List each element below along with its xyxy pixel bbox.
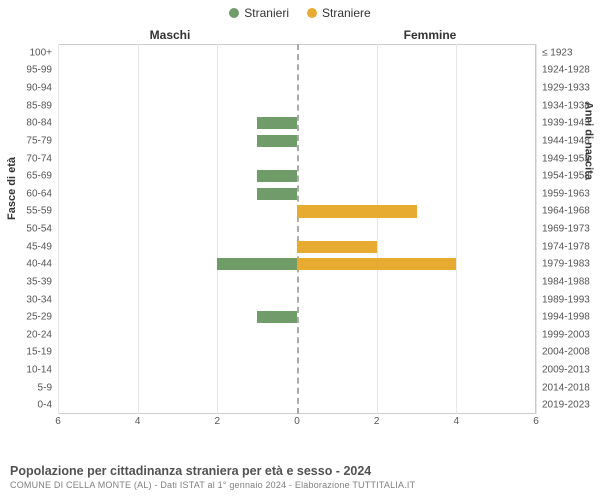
x-tick: 6 [533,416,539,427]
birth-year-label: 1964-1968 [536,206,590,217]
age-row: 85-891934-1938 [58,97,536,115]
birth-year-label: 1954-1958 [536,171,590,182]
age-label: 15-19 [26,347,58,358]
age-row: 50-541969-1973 [58,220,536,238]
birth-year-label: 1939-1943 [536,118,590,129]
age-row: 75-791944-1948 [58,132,536,150]
x-tick: 4 [454,416,460,427]
bar-female [297,241,377,253]
bar-female [297,258,456,270]
legend-label-female: Straniere [322,6,371,20]
birth-year-label: 1924-1928 [536,65,590,76]
age-label: 10-14 [26,365,58,376]
age-row: 45-491974-1978 [58,238,536,256]
age-label: 50-54 [26,224,58,235]
age-row: 0-42019-2023 [58,397,536,415]
chart-container: Stranieri Straniere Maschi Femmine Fasce… [0,0,600,500]
x-tick: 6 [55,416,61,427]
age-label: 40-44 [26,259,58,270]
bar-male [257,311,297,323]
age-label: 25-29 [26,312,58,323]
birth-year-label: ≤ 1923 [536,47,573,58]
column-headers: Maschi Femmine [0,28,600,42]
bar-male [217,258,297,270]
age-label: 35-39 [26,276,58,287]
title-sub: COMUNE DI CELLA MONTE (AL) - Dati ISTAT … [10,480,590,490]
age-label: 5-9 [38,382,58,393]
legend-dot-female [307,8,317,18]
birth-year-label: 1999-2003 [536,329,590,340]
age-row: 90-941929-1933 [58,79,536,97]
age-label: 95-99 [26,65,58,76]
bar-female [297,205,417,217]
birth-year-label: 1969-1973 [536,224,590,235]
age-row: 70-741949-1953 [58,150,536,168]
age-label: 30-34 [26,294,58,305]
age-label: 100+ [29,47,58,58]
birth-year-label: 1994-1998 [536,312,590,323]
x-tick: 0 [294,416,300,427]
birth-year-label: 1934-1938 [536,100,590,111]
x-axis-ticks: 6 4 2 0 2 4 6 [58,416,536,430]
age-row: 65-691954-1958 [58,167,536,185]
age-label: 20-24 [26,329,58,340]
legend: Stranieri Straniere [0,0,600,20]
birth-year-label: 1949-1953 [536,153,590,164]
age-row: 95-991924-1928 [58,62,536,80]
age-label: 55-59 [26,206,58,217]
age-label: 0-4 [38,400,58,411]
birth-year-label: 1944-1948 [536,135,590,146]
bar-male [257,135,297,147]
bar-male [257,117,297,129]
birth-year-label: 1989-1993 [536,294,590,305]
age-label: 75-79 [26,135,58,146]
birth-year-label: 1974-1978 [536,241,590,252]
chart-titles: Popolazione per cittadinanza straniera p… [10,464,590,490]
bar-male [257,170,297,182]
age-label: 70-74 [26,153,58,164]
age-row: 40-441979-1983 [58,256,536,274]
legend-item-female: Straniere [307,6,371,20]
age-label: 45-49 [26,241,58,252]
age-label: 90-94 [26,83,58,94]
x-tick: 4 [135,416,141,427]
bar-male [257,188,297,200]
x-tick: 2 [215,416,221,427]
legend-label-male: Stranieri [244,6,289,20]
x-tick: 2 [374,416,380,427]
age-row: 15-192004-2008 [58,344,536,362]
legend-item-male: Stranieri [229,6,289,20]
title-main: Popolazione per cittadinanza straniera p… [10,464,590,478]
age-label: 85-89 [26,100,58,111]
legend-dot-male [229,8,239,18]
age-row: 30-341989-1993 [58,291,536,309]
birth-year-label: 2019-2023 [536,400,590,411]
birth-year-label: 1979-1983 [536,259,590,270]
age-label: 60-64 [26,188,58,199]
plot-inner: 100+≤ 192395-991924-192890-941929-193385… [58,44,536,414]
age-row: 5-92014-2018 [58,379,536,397]
birth-year-label: 2014-2018 [536,382,590,393]
age-row: 20-241999-2003 [58,326,536,344]
birth-year-label: 2009-2013 [536,365,590,376]
header-male: Maschi [0,28,300,42]
age-row: 80-841939-1943 [58,115,536,133]
rows-container: 100+≤ 192395-991924-192890-941929-193385… [58,44,536,414]
birth-year-label: 1984-1988 [536,276,590,287]
age-label: 80-84 [26,118,58,129]
plot-area: 100+≤ 192395-991924-192890-941929-193385… [58,44,536,414]
header-female: Femmine [300,28,600,42]
age-row: 35-391984-1988 [58,273,536,291]
age-row: 100+≤ 1923 [58,44,536,62]
age-row: 55-591964-1968 [58,203,536,221]
birth-year-label: 1959-1963 [536,188,590,199]
y-axis-left-title: Fasce di età [6,157,18,220]
birth-year-label: 1929-1933 [536,83,590,94]
age-row: 25-291994-1998 [58,308,536,326]
birth-year-label: 2004-2008 [536,347,590,358]
age-row: 10-142009-2013 [58,361,536,379]
age-row: 60-641959-1963 [58,185,536,203]
age-label: 65-69 [26,171,58,182]
